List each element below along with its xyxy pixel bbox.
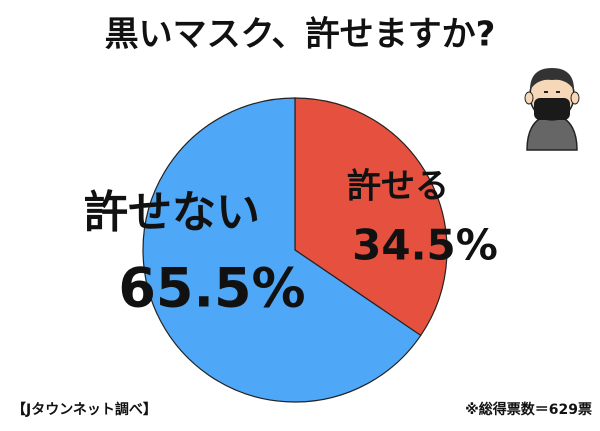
slice-label: 許せない — [84, 187, 260, 238]
chart-title: 黒いマスク、許せますか? — [105, 15, 496, 55]
person-icon — [524, 68, 580, 151]
pie-slice — [294, 97, 448, 337]
source: 【Jタウンネット調べ】 — [12, 401, 157, 418]
value-label: 65.5% — [118, 257, 305, 320]
note: ※総得票数＝629票 — [465, 401, 592, 418]
value-label: 34.5% — [352, 221, 498, 270]
slice-label: 許せる — [347, 167, 449, 207]
pie-slice — [142, 97, 422, 403]
